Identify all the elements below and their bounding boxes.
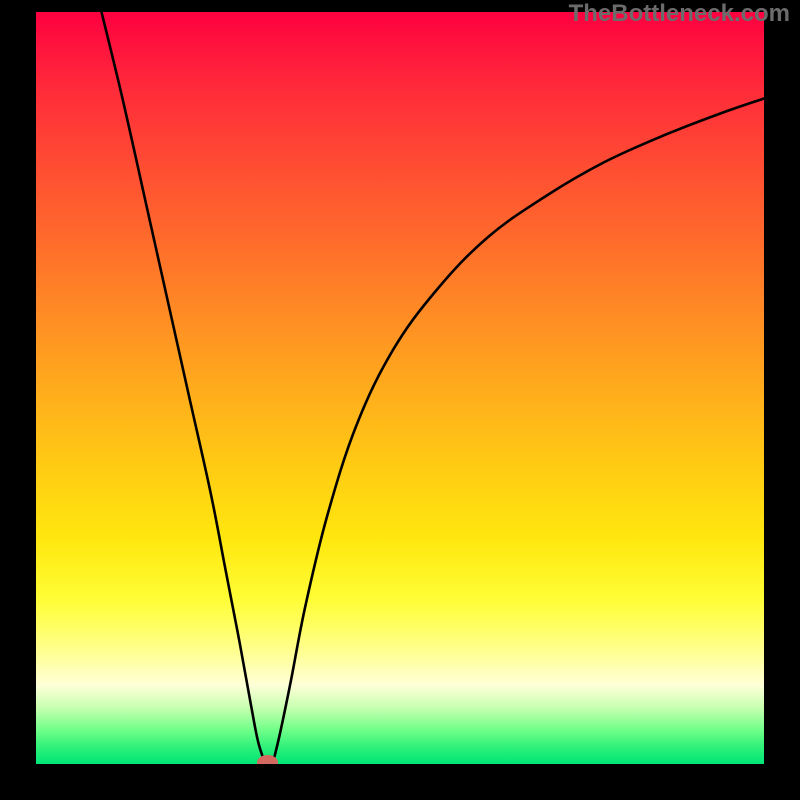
- chart-wrap: TheBottleneck.com: [0, 0, 800, 800]
- gradient-plot-area: [36, 12, 764, 764]
- chart-svg: [0, 0, 800, 800]
